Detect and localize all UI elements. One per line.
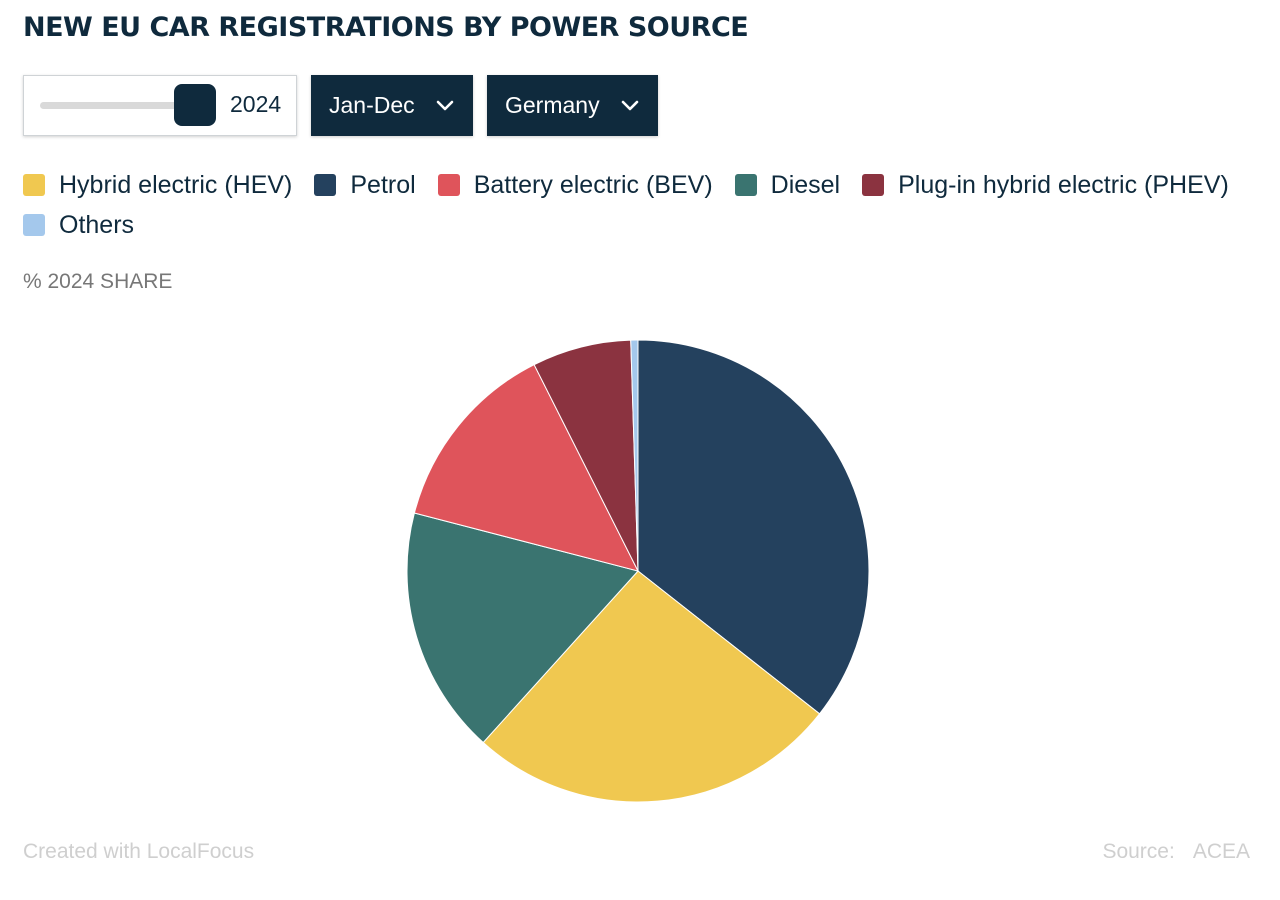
year-slider-track[interactable] — [40, 102, 200, 109]
legend-label: Plug-in hybrid electric (PHEV) — [898, 170, 1229, 199]
chart-legend: Hybrid electric (HEV) Petrol Battery ele… — [23, 170, 1253, 240]
period-dropdown-label: Jan-Dec — [329, 92, 415, 118]
country-dropdown-label: Germany — [505, 92, 600, 118]
pie-slice-battery-electric-bev[interactable] — [413, 363, 639, 572]
chevron-down-icon — [435, 96, 455, 116]
country-dropdown[interactable]: Germany — [487, 75, 658, 136]
source-credit: Source: ACEA — [1102, 840, 1250, 864]
legend-swatch — [734, 174, 757, 196]
legend-swatch — [314, 174, 337, 196]
pie-slice-hybrid-electric-hev[interactable] — [482, 570, 821, 803]
source-label: Source: — [1102, 840, 1175, 863]
legend-label: Hybrid electric (HEV) — [59, 170, 293, 199]
pie-slice-petrol[interactable] — [637, 339, 870, 715]
legend-label: Others — [59, 210, 135, 239]
legend-label: Petrol — [350, 170, 416, 199]
year-slider-handle[interactable] — [174, 84, 216, 126]
share-label: % 2024 SHARE — [23, 270, 173, 293]
legend-item-petrol[interactable]: Petrol — [314, 170, 416, 200]
legend-label: Battery electric (BEV) — [473, 170, 713, 199]
filter-controls: 2024 Jan-Dec Germany — [23, 75, 658, 136]
chevron-down-icon — [620, 96, 640, 116]
legend-item-others[interactable]: Others — [23, 210, 134, 240]
created-with-credit[interactable]: Created with LocalFocus — [23, 840, 255, 863]
legend-item-bev[interactable]: Battery electric (BEV) — [437, 170, 713, 200]
pie-slice-diesel[interactable] — [406, 512, 639, 744]
chart-title: NEW EU CAR REGISTRATIONS BY POWER SOURCE — [23, 12, 749, 43]
legend-label: Diesel — [770, 170, 841, 199]
source-value[interactable]: ACEA — [1192, 840, 1250, 863]
legend-item-hev[interactable]: Hybrid electric (HEV) — [23, 170, 292, 200]
legend-item-diesel[interactable]: Diesel — [734, 170, 841, 200]
period-dropdown[interactable]: Jan-Dec — [311, 75, 473, 136]
legend-item-phev[interactable]: Plug-in hybrid electric (PHEV) — [862, 170, 1229, 200]
year-slider[interactable]: 2024 — [23, 75, 297, 136]
legend-swatch — [23, 214, 45, 236]
year-value: 2024 — [230, 91, 282, 117]
legend-swatch — [437, 174, 460, 196]
legend-swatch — [862, 174, 885, 196]
legend-swatch — [23, 174, 45, 196]
pie-slice-others[interactable] — [630, 339, 639, 572]
